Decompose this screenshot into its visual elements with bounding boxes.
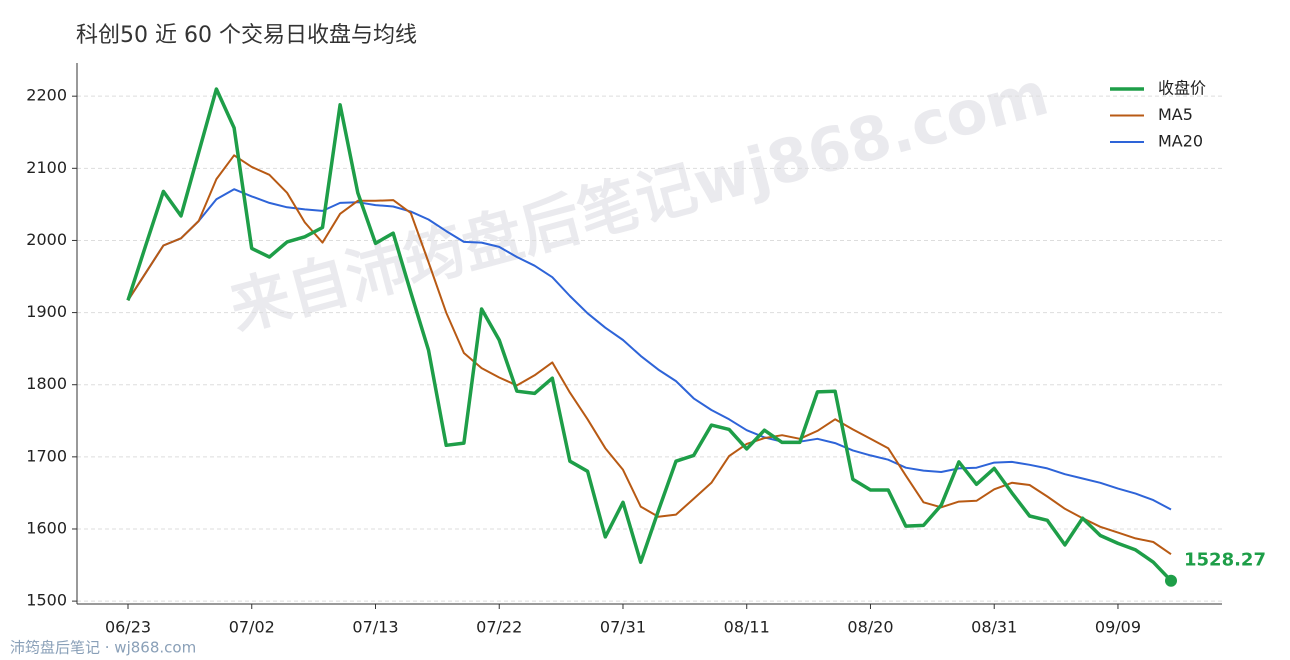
- last-value-label: 1528.27: [1184, 550, 1266, 571]
- series-line: [127, 154, 1172, 556]
- series-line: [127, 188, 1172, 511]
- x-tick-label: 08/31: [971, 618, 1017, 637]
- y-tick-label: 1700: [26, 446, 67, 465]
- series-line: [126, 87, 1173, 582]
- y-tick-label: 1800: [26, 374, 67, 393]
- x-tick-label: 07/02: [229, 618, 275, 637]
- footer: 沛筠盘后笔记 · wj868.com: [10, 639, 196, 657]
- x-tick-label: 08/20: [847, 618, 893, 637]
- x-tick-label: 07/22: [476, 618, 522, 637]
- y-tick-label: 1500: [26, 591, 67, 610]
- x-tick-label: 07/13: [352, 618, 398, 637]
- legend-label: 收盘价: [1158, 79, 1206, 98]
- y-tick-label: 2000: [26, 230, 67, 249]
- chart-title: 科创50 近 60 个交易日收盘与均线: [76, 23, 417, 48]
- legend-label: MA5: [1158, 105, 1193, 124]
- y-tick-label: 1600: [26, 518, 67, 537]
- x-tick-label: 06/23: [105, 618, 151, 637]
- x-tick-label: 09/09: [1095, 618, 1141, 637]
- legend-label: MA20: [1158, 132, 1203, 151]
- last-point: [1165, 574, 1177, 587]
- y-tick-label: 1900: [26, 302, 67, 321]
- x-tick-label: 08/11: [724, 618, 770, 637]
- y-tick-label: 2100: [26, 158, 67, 177]
- x-tick-label: 07/31: [600, 618, 646, 637]
- y-tick-label: 2200: [26, 86, 67, 105]
